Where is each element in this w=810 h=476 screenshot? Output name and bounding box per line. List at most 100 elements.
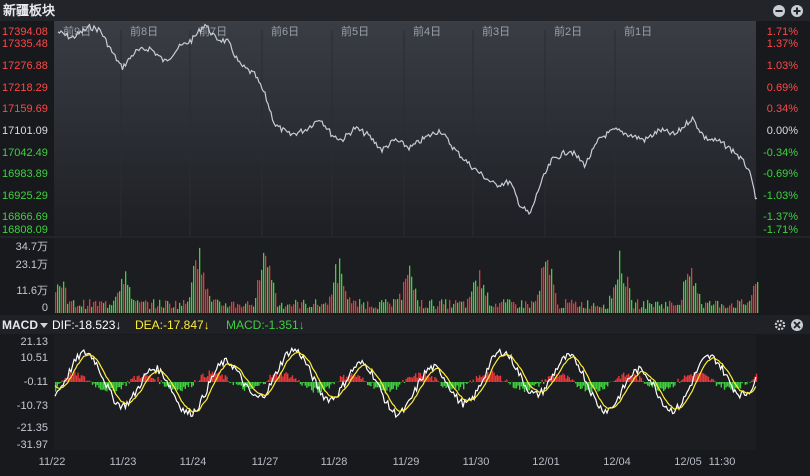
macd-bar — [130, 379, 131, 382]
volume-bar — [643, 301, 644, 313]
volume-bar — [439, 301, 440, 313]
macd-bar — [687, 375, 688, 382]
day-label: 前4日 — [413, 24, 441, 38]
volume-bar — [283, 309, 284, 313]
volume-bar — [119, 291, 120, 313]
macd-bar — [386, 382, 387, 391]
macd-bar — [396, 382, 397, 390]
macd-bar — [505, 381, 506, 383]
volume-bar — [717, 301, 718, 313]
macd-bar — [127, 381, 128, 382]
volume-bar — [77, 306, 78, 313]
date-label: 11:30 — [709, 456, 736, 468]
volume-bar — [151, 303, 152, 313]
volume-bar — [429, 301, 430, 313]
macd-bar — [189, 382, 190, 383]
price-tick: 17276.88 — [2, 60, 48, 72]
percent-tick: 1.03% — [767, 60, 798, 72]
macd-bar — [362, 378, 363, 382]
volume-bar — [533, 302, 534, 313]
volume-bar — [535, 301, 536, 313]
volume-bar — [223, 306, 224, 313]
macd-bar — [513, 382, 514, 388]
volume-bar — [679, 305, 680, 313]
volume-bar — [133, 300, 134, 313]
macd-bar — [225, 375, 226, 382]
macd-bar — [567, 376, 568, 382]
volume-bar — [413, 290, 414, 313]
volume-bar — [299, 308, 300, 313]
macd-bar — [645, 382, 646, 384]
volume-bar — [115, 297, 116, 313]
minimize-button[interactable] — [773, 5, 785, 17]
macd-bar — [405, 379, 406, 382]
macd-value: MACD:-1.351↓ — [226, 318, 305, 332]
volume-bar — [263, 253, 264, 313]
volume-bar — [419, 306, 420, 313]
macd-bar — [663, 382, 664, 391]
volume-bar — [175, 301, 176, 313]
macd-chart-area[interactable] — [54, 335, 756, 450]
macd-header — [0, 315, 810, 334]
macd-bar — [369, 382, 370, 386]
macd-bar — [543, 382, 544, 384]
add-button[interactable] — [791, 5, 803, 17]
volume-bar — [143, 302, 144, 313]
volume-bar — [347, 299, 348, 313]
dif-value: DIF:-18.523↓ — [52, 318, 121, 332]
date-label: 12/05 — [674, 456, 702, 468]
macd-bar — [498, 376, 499, 382]
volume-bar — [637, 299, 638, 313]
volume-bar — [303, 300, 304, 313]
macd-bar — [677, 379, 678, 382]
price-tick: 17159.69 — [2, 103, 48, 115]
volume-bar — [447, 309, 448, 313]
volume-bar — [229, 306, 230, 313]
macd-bar — [469, 381, 470, 383]
volume-bar — [583, 308, 584, 313]
volume-bar — [729, 305, 730, 313]
volume-bar — [261, 270, 262, 313]
volume-bar — [631, 300, 632, 313]
volume-bar — [111, 305, 112, 313]
macd-bar — [330, 382, 331, 385]
volume-bar — [333, 283, 334, 314]
volume-bar — [531, 301, 532, 313]
volume-bar — [83, 300, 84, 313]
percent-tick: 1.37% — [767, 38, 798, 50]
volume-bar — [635, 302, 636, 313]
macd-close-button[interactable] — [791, 319, 803, 331]
macd-bar — [500, 376, 501, 382]
volume-bar — [573, 304, 574, 314]
macd-bar — [501, 381, 502, 382]
macd-bar — [497, 375, 498, 382]
volume-bar — [487, 293, 488, 314]
macd-bar — [197, 382, 198, 383]
price-tick: 17101.09 — [2, 125, 48, 137]
volume-bar — [713, 305, 714, 314]
volume-bar — [519, 307, 520, 313]
volume-bar — [481, 288, 482, 313]
volume-bar — [339, 259, 340, 314]
macd-name[interactable]: MACD — [2, 318, 38, 332]
macd-bar — [674, 382, 675, 386]
volume-bar — [323, 304, 324, 313]
macd-bar — [229, 382, 230, 383]
macd-bar — [621, 374, 622, 382]
macd-bar — [93, 382, 94, 384]
volume-bar — [65, 288, 66, 313]
volume-bar — [109, 305, 110, 313]
macd-bar — [138, 376, 139, 383]
volume-bar — [363, 302, 364, 313]
volume-bar — [625, 287, 626, 313]
volume-bar — [683, 282, 684, 313]
volume-bar — [471, 292, 472, 314]
volume-bar — [243, 306, 244, 313]
macd-bar — [340, 376, 341, 382]
volume-bar — [233, 302, 234, 313]
volume-bar — [499, 303, 500, 313]
price-chart-area[interactable] — [54, 21, 756, 236]
volume-bar — [101, 302, 102, 314]
macd-bar — [309, 382, 310, 386]
